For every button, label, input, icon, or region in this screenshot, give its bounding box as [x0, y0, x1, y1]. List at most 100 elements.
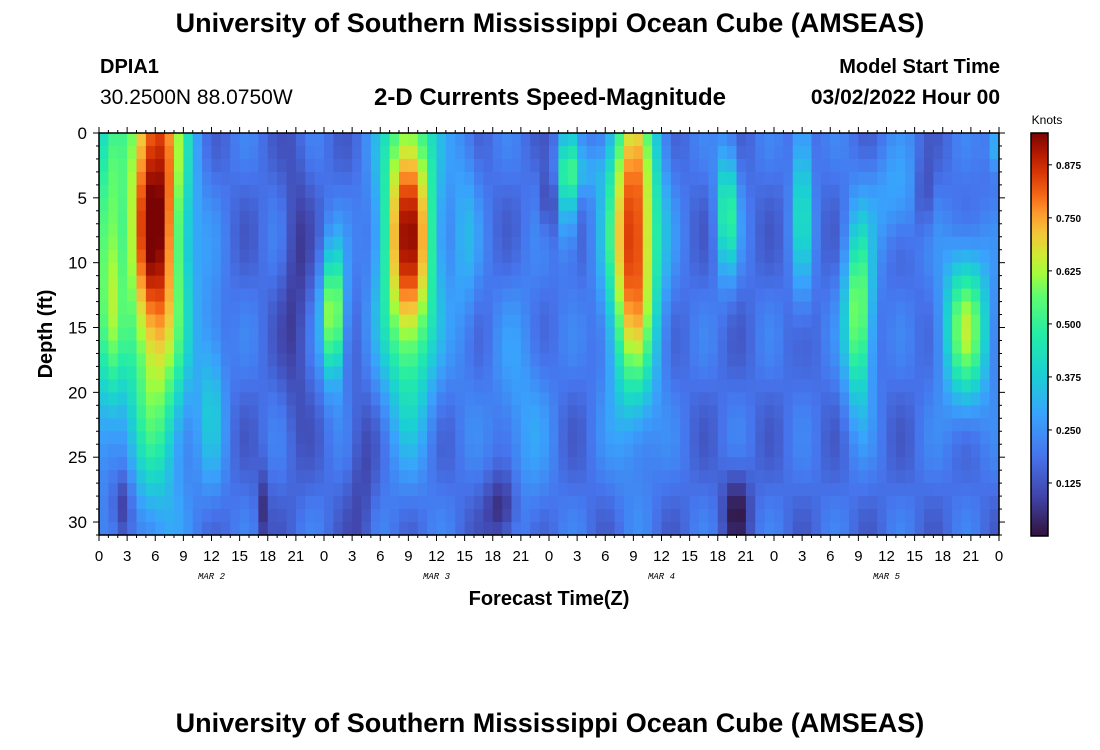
heatmap-cell [820, 327, 831, 342]
heatmap-cell [933, 444, 944, 458]
heatmap-cell [670, 262, 681, 277]
heatmap-cell [192, 509, 203, 523]
heatmap-cell [155, 353, 166, 368]
heatmap-cell [652, 327, 663, 342]
heatmap-cell [942, 457, 953, 471]
heatmap-cell [989, 327, 1000, 342]
heatmap-cell [614, 405, 625, 419]
heatmap-cell [267, 405, 278, 419]
heatmap-cell [277, 392, 288, 406]
heatmap-cell [220, 223, 231, 238]
heatmap-cell [802, 158, 813, 173]
heatmap-cell [408, 171, 419, 186]
heatmap-cell [802, 288, 813, 303]
heatmap-cell [567, 236, 578, 251]
heatmap-cell [755, 340, 766, 355]
heatmap-cell [970, 262, 981, 277]
heatmap-cell [905, 522, 916, 536]
heatmap-cell [183, 483, 194, 497]
heatmap-cell [877, 301, 888, 316]
heatmap-cell [755, 405, 766, 419]
heatmap-cell [99, 431, 109, 445]
heatmap-cell [380, 249, 391, 264]
heatmap-cell [174, 223, 184, 238]
heatmap-cell [539, 470, 550, 484]
heatmap-cell [886, 431, 897, 445]
heatmap-cell [699, 522, 709, 536]
heatmap-cell [736, 262, 747, 277]
heatmap-cell [586, 431, 597, 445]
heatmap-cell [539, 366, 550, 380]
heatmap-cell [830, 366, 841, 380]
heatmap-cell [830, 249, 841, 264]
heatmap-cell [277, 236, 288, 251]
heatmap-cell [127, 223, 138, 238]
heatmap-cell [549, 184, 559, 199]
heatmap-cell [539, 431, 550, 445]
heatmap-cell [286, 353, 297, 368]
heatmap-cell [877, 470, 888, 484]
heatmap-cell [417, 158, 428, 173]
heatmap-cell [145, 431, 156, 445]
heatmap-cell [633, 340, 644, 355]
heatmap-cell [886, 379, 897, 393]
heatmap-cell [914, 314, 925, 329]
heatmap-cell [736, 314, 747, 329]
heatmap-cell [192, 184, 203, 199]
heatmap-cell [727, 444, 738, 458]
heatmap-cell [867, 158, 878, 173]
heatmap-cell [483, 470, 494, 484]
heatmap-cell [530, 314, 541, 329]
heatmap-cell [661, 301, 672, 316]
heatmap-cell [342, 405, 353, 419]
heatmap-cell [267, 379, 278, 393]
heatmap-cell [352, 444, 363, 458]
x-tick-label: 12 [653, 548, 670, 565]
heatmap-cell [624, 171, 634, 186]
heatmap-cell [642, 444, 653, 458]
heatmap-cell [708, 145, 719, 160]
heatmap-cell [324, 133, 334, 147]
x-tick-label: 9 [854, 548, 862, 565]
heatmap-cell [136, 405, 147, 419]
heatmap-cell [886, 496, 897, 510]
heatmap-cell [849, 405, 859, 419]
heatmap-cell [370, 288, 381, 303]
heatmap-cell [933, 379, 944, 393]
heatmap-cell [99, 158, 109, 173]
heatmap-cell [924, 301, 934, 316]
heatmap-cell [295, 522, 306, 536]
heatmap-cell [680, 197, 691, 212]
heatmap-cell [530, 249, 541, 264]
heatmap-cell [961, 327, 972, 342]
heatmap-cell [802, 457, 813, 471]
heatmap-cell [970, 496, 981, 510]
heatmap-cell [727, 236, 738, 251]
heatmap-cell [849, 210, 859, 225]
heatmap-cell [127, 392, 138, 406]
heatmap-cell [464, 483, 475, 497]
heatmap-cell [970, 444, 981, 458]
heatmap-cell [877, 379, 888, 393]
heatmap-cell [633, 392, 644, 406]
heatmap-cell [989, 470, 1000, 484]
heatmap-cell [164, 288, 175, 303]
heatmap-cell [136, 392, 147, 406]
heatmap-cell [624, 223, 634, 238]
heatmap-cell [492, 431, 503, 445]
heatmap-cell [586, 288, 597, 303]
heatmap-cell [961, 353, 972, 368]
colorbar-tick-label: 0.375 [1056, 373, 1081, 384]
heatmap-cell [849, 133, 859, 147]
heatmap-cell [464, 145, 475, 160]
heatmap-cell [849, 379, 859, 393]
heatmap-cell [174, 158, 184, 173]
x-tick-label: 9 [629, 548, 637, 565]
heatmap-cell [783, 418, 794, 432]
heatmap-cell [914, 171, 925, 186]
heatmap-cell [202, 145, 213, 160]
heatmap-cell [474, 327, 484, 342]
heatmap-cell [436, 470, 447, 484]
heatmap-cell [670, 327, 681, 342]
heatmap-cell [802, 133, 813, 147]
